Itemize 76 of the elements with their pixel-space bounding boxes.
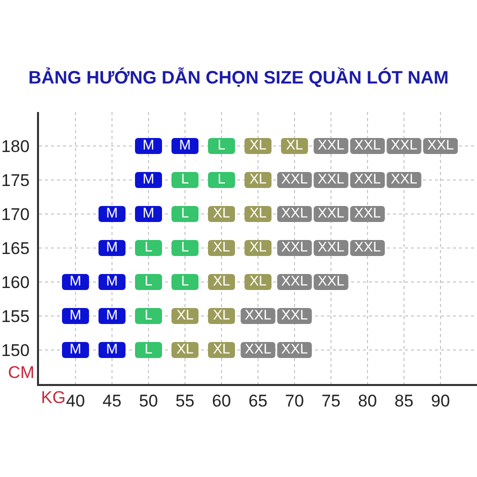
text: M	[70, 272, 82, 288]
series-label: M	[142, 136, 154, 152]
text: L	[181, 170, 189, 186]
text: XXL	[354, 238, 381, 254]
text: XXL	[281, 238, 308, 254]
text: L	[181, 204, 189, 220]
text: XL	[212, 306, 230, 322]
series-label: XXL	[318, 136, 344, 152]
x-tick-label: 85	[394, 391, 414, 410]
text: M	[106, 238, 118, 254]
text: XXL	[354, 170, 381, 186]
text: XL	[249, 204, 267, 220]
text: XL	[249, 238, 267, 254]
x-tick-label: 40	[66, 391, 85, 410]
text: L	[144, 340, 152, 356]
x-tick-label: 50	[139, 391, 158, 410]
y-axis-title: CM	[8, 363, 34, 382]
x-tick-label: 55	[176, 391, 194, 410]
text: XXL	[318, 238, 344, 254]
text: M	[106, 306, 118, 322]
text: XXL	[281, 272, 308, 288]
text: XL	[249, 272, 267, 288]
text: XL	[176, 306, 194, 322]
text: M	[106, 340, 118, 356]
text: XL	[212, 272, 230, 288]
text: XXL	[390, 136, 418, 152]
text: M	[70, 306, 82, 322]
text: XXL	[318, 170, 344, 186]
y-tick-label: 165	[1, 238, 30, 258]
x-tick-label: 80	[358, 391, 377, 410]
text: XXL	[281, 340, 308, 356]
text: XXL	[427, 136, 454, 152]
text: XL	[212, 238, 230, 254]
text: XXL	[354, 136, 381, 152]
text: L	[144, 238, 152, 254]
x-tick-label: 65	[248, 391, 268, 410]
text: XXL	[318, 204, 344, 220]
text: XL	[286, 136, 304, 152]
text: M	[142, 170, 154, 186]
text: XXL	[354, 204, 381, 220]
y-tick-label: 155	[1, 306, 30, 326]
y-tick-label: 160	[1, 272, 30, 292]
y-tick-label: 175	[1, 170, 30, 190]
text: L	[181, 238, 189, 254]
x-tick-label: 90	[431, 391, 450, 410]
text: M	[70, 340, 82, 356]
series-label: L	[218, 136, 226, 152]
y-tick-label: 180	[1, 136, 30, 156]
text: XL	[212, 340, 230, 356]
series-label: XL	[249, 136, 267, 152]
x-tick-label: 75	[322, 391, 340, 410]
text: L	[181, 272, 189, 288]
chart-title: BẢNG HƯỚNG DẪN CHỌN SIZE QUẦN LÓT NAM	[28, 66, 449, 88]
x-tick-label: 60	[212, 391, 231, 410]
text: L	[144, 272, 152, 288]
text: XL	[176, 340, 194, 356]
text: XXL	[318, 272, 344, 288]
text: XXL	[281, 306, 308, 322]
text: XXL	[281, 170, 308, 186]
text: L	[144, 306, 152, 322]
text: XXL	[281, 204, 308, 220]
text: XL	[212, 204, 230, 220]
text: XL	[249, 170, 267, 186]
x-tick-label: 70	[285, 391, 304, 410]
text: L	[218, 170, 226, 186]
text: XXL	[390, 170, 418, 186]
text: XXL	[244, 340, 272, 356]
text: M	[142, 204, 154, 220]
y-tick-label: 170	[1, 204, 30, 224]
text: M	[106, 204, 118, 220]
x-axis-title: KG	[41, 388, 66, 407]
text: M	[179, 136, 191, 152]
y-tick-label: 150	[1, 340, 30, 360]
text: XXL	[244, 306, 272, 322]
text: M	[106, 272, 118, 288]
x-tick-label: 45	[102, 391, 122, 410]
